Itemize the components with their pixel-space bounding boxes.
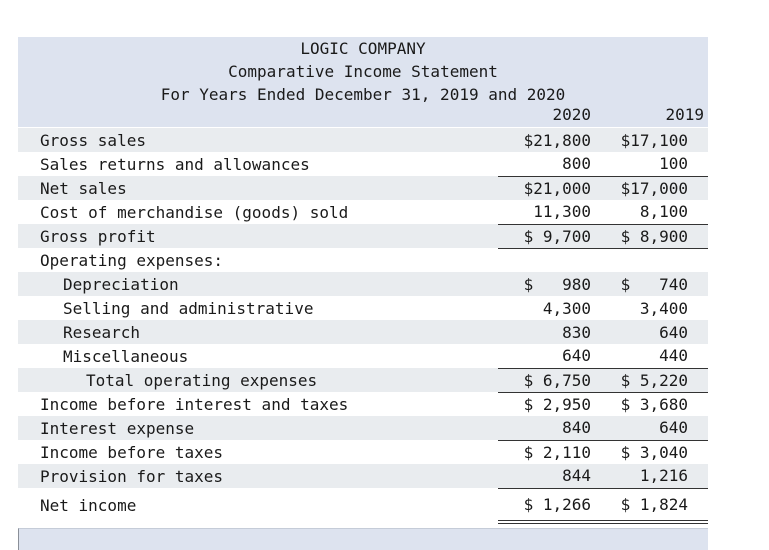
table-row: Net income $ 1,266 $ 1,824 (18, 488, 708, 524)
table-row: Gross profit $ 9,700 $ 8,900 (18, 224, 708, 249)
table-row: Provision for taxes 844 1,216 (18, 464, 708, 489)
value-2019: 100 (611, 152, 708, 177)
value-2019: $ 3,680 (611, 392, 708, 416)
value-2020: $21,000 (498, 176, 611, 200)
value-2019: 440 (611, 344, 708, 369)
table-row: Gross sales $21,800 $17,100 (18, 128, 708, 152)
table-row: Research 830 640 (18, 320, 708, 344)
value-2020: 4,300 (498, 296, 611, 320)
value-2019: 640 (611, 320, 708, 344)
value-2019: 640 (611, 416, 708, 441)
value-2020: 830 (498, 320, 611, 344)
value-2020: 800 (498, 152, 611, 177)
statement-title: Comparative Income Statement (228, 62, 498, 81)
row-label-research: Research (18, 320, 498, 344)
value-2019: $17,100 (611, 128, 708, 152)
row-label-operating-expenses: Operating expenses: (18, 248, 498, 272)
value-2020: 640 (498, 344, 611, 369)
row-label-miscellaneous: Miscellaneous (18, 344, 498, 368)
row-label-interest-expense: Interest expense (18, 416, 498, 440)
value-2020: $21,800 (498, 128, 611, 152)
row-label-net-sales: Net sales (18, 176, 498, 200)
column-header-2020: 2020 (552, 105, 591, 124)
table-row: Operating expenses: (18, 248, 708, 272)
row-label-cost-of-merchandise: Cost of merchandise (goods) sold (18, 200, 498, 224)
statement-header: LOGIC COMPANY Comparative Income Stateme… (18, 37, 708, 127)
row-label-provision-for-taxes: Provision for taxes (18, 464, 498, 488)
row-label-gross-sales: Gross sales (18, 128, 498, 152)
table-row: Cost of merchandise (goods) sold 11,300 … (18, 200, 708, 225)
table-row: Income before taxes $ 2,110 $ 3,040 (18, 440, 708, 464)
value-2020: 11,300 (498, 200, 611, 225)
value-2020: 844 (498, 464, 611, 489)
value-2019: 8,100 (611, 200, 708, 225)
row-label-sales-returns: Sales returns and allowances (18, 152, 498, 176)
value-2019: $ 3,040 (611, 440, 708, 464)
table-row: Sales returns and allowances 800 100 (18, 152, 708, 177)
value-2019 (611, 248, 708, 272)
company-name: LOGIC COMPANY (300, 39, 426, 58)
value-2020 (498, 248, 611, 272)
value-2020: $ 9,700 (498, 224, 611, 249)
value-2019: $ 1,824 (611, 488, 708, 524)
value-2020: $ 1,266 (498, 488, 611, 524)
table-row: Selling and administrative 4,300 3,400 (18, 296, 708, 320)
row-label-gross-profit: Gross profit (18, 224, 498, 248)
row-label-total-operating-expenses: Total operating expenses (18, 368, 498, 392)
value-2019: $ 5,220 (611, 368, 708, 393)
table-row: Income before interest and taxes $ 2,950… (18, 392, 708, 416)
value-2019: 3,400 (611, 296, 708, 320)
value-2020: 840 (498, 416, 611, 441)
table-row: Net sales $21,000 $17,000 (18, 176, 708, 200)
value-2020: $ 2,110 (498, 440, 611, 464)
income-statement: LOGIC COMPANY Comparative Income Stateme… (18, 37, 708, 524)
row-label-income-before-interest-taxes: Income before interest and taxes (18, 392, 498, 416)
table-row: Depreciation $ 980 $ 740 (18, 272, 708, 296)
bottom-panel-edge (18, 528, 708, 550)
column-header-2019: 2019 (665, 105, 704, 124)
statement-period: For Years Ended December 31, 2019 and 20… (160, 85, 566, 104)
value-2020: $ 6,750 (498, 368, 611, 393)
value-2019: $17,000 (611, 176, 708, 200)
table-row: Miscellaneous 640 440 (18, 344, 708, 369)
row-label-net-income: Net income (18, 488, 498, 522)
value-2020: $ 980 (498, 272, 611, 296)
table-row: Interest expense 840 640 (18, 416, 708, 441)
value-2019: 1,216 (611, 464, 708, 489)
row-label-income-before-taxes: Income before taxes (18, 440, 498, 464)
value-2019: $ 740 (611, 272, 708, 296)
statement-table: Gross sales $21,800 $17,100 Sales return… (18, 128, 708, 524)
value-2020: $ 2,950 (498, 392, 611, 416)
row-label-depreciation: Depreciation (18, 272, 498, 296)
value-2019: $ 8,900 (611, 224, 708, 249)
row-label-selling-admin: Selling and administrative (18, 296, 498, 320)
table-row: Total operating expenses $ 6,750 $ 5,220 (18, 368, 708, 393)
